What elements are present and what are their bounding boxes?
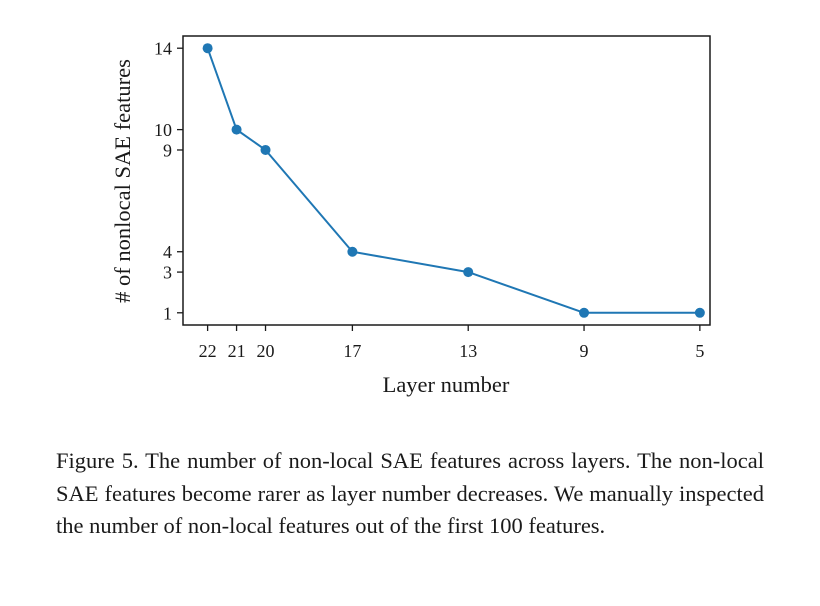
data-point xyxy=(579,307,590,318)
x-tick-label: 5 xyxy=(695,341,704,361)
data-point xyxy=(231,124,242,135)
figure-caption: Figure 5. The number of non-local SAE fe… xyxy=(56,448,764,538)
data-point xyxy=(202,43,213,54)
y-tick-label: 14 xyxy=(154,39,172,59)
data-point xyxy=(694,307,705,318)
y-tick-label: 10 xyxy=(154,120,172,140)
x-axis-label: Layer number xyxy=(383,372,510,397)
y-tick-label: 1 xyxy=(163,303,172,323)
y-tick-label: 3 xyxy=(163,263,172,283)
y-tick-label: 9 xyxy=(163,140,172,160)
x-tick-label: 21 xyxy=(228,341,246,361)
x-tick-label: 22 xyxy=(199,341,217,361)
data-point xyxy=(463,267,474,278)
x-tick-label: 13 xyxy=(459,341,477,361)
series-line xyxy=(206,47,700,314)
series-layer xyxy=(202,43,705,318)
data-point xyxy=(347,246,358,257)
x-tick-label: 17 xyxy=(343,341,361,361)
y-axis-ticks: 14 109 43 1 xyxy=(154,39,183,323)
data-point xyxy=(260,144,271,155)
plot-area-frame xyxy=(182,35,711,326)
x-tick-label: 20 xyxy=(257,341,275,361)
y-axis-label: # of nonlocal SAE features xyxy=(110,59,135,303)
y-tick-label: 4 xyxy=(163,242,172,262)
x-axis-ticks: 22 21 20 17 13 9 5 xyxy=(199,325,704,361)
x-tick-label: 9 xyxy=(580,341,589,361)
